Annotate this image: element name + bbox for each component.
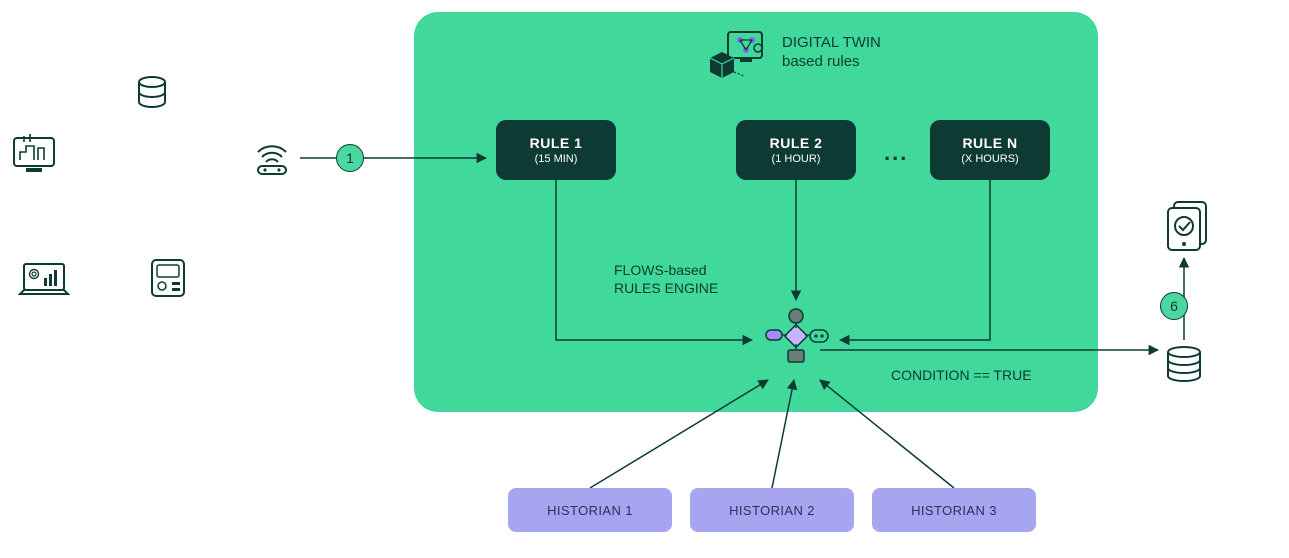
rule-title: RULE 2	[770, 135, 823, 151]
digital-twin-diagram: DIGITAL TWIN based rules RULE 1(15 MIN)R…	[0, 0, 1289, 558]
digital-twin-icon	[696, 28, 766, 88]
step-badge-6: 6	[1160, 292, 1188, 320]
historian-box-3: HISTORIAN 3	[872, 488, 1036, 532]
header-line1: DIGITAL TWIN	[782, 34, 881, 51]
database-icon	[134, 74, 170, 115]
condition-label: CONDITION == TRUE	[891, 367, 1032, 385]
wifi-router-icon	[248, 140, 296, 181]
rule-subtitle: (X HOURS)	[961, 153, 1018, 165]
rule-box-3: RULE N (X HOURS)	[930, 120, 1050, 180]
rules-engine-icon	[760, 306, 832, 366]
step-badge-1: 1	[336, 144, 364, 172]
laptop-chart-icon	[18, 260, 70, 305]
historian-box-1: HISTORIAN 1	[508, 488, 672, 532]
historian-box-2: HISTORIAN 2	[690, 488, 854, 532]
engine-label: FLOWS-based RULES ENGINE	[614, 262, 718, 297]
rule-box-2: RULE 2 (1 HOUR)	[736, 120, 856, 180]
engine-line1: FLOWS-based	[614, 262, 707, 278]
rules-ellipsis: ...	[884, 140, 908, 166]
factory-monitor-icon	[10, 130, 58, 183]
rule-title: RULE N	[962, 135, 1017, 151]
tablet-check-icon	[1164, 200, 1210, 257]
rule-subtitle: (1 HOUR)	[772, 153, 821, 165]
digital-twin-header: DIGITAL TWIN based rules	[782, 34, 881, 72]
rule-title: RULE 1	[530, 135, 583, 151]
rule-box-1: RULE 1 (15 MIN)	[496, 120, 616, 180]
engine-line2: RULES ENGINE	[614, 280, 718, 296]
header-line2: based rules	[782, 53, 860, 70]
rule-subtitle: (15 MIN)	[535, 153, 578, 165]
meter-device-icon	[148, 256, 188, 305]
database-output-icon	[1162, 344, 1206, 389]
